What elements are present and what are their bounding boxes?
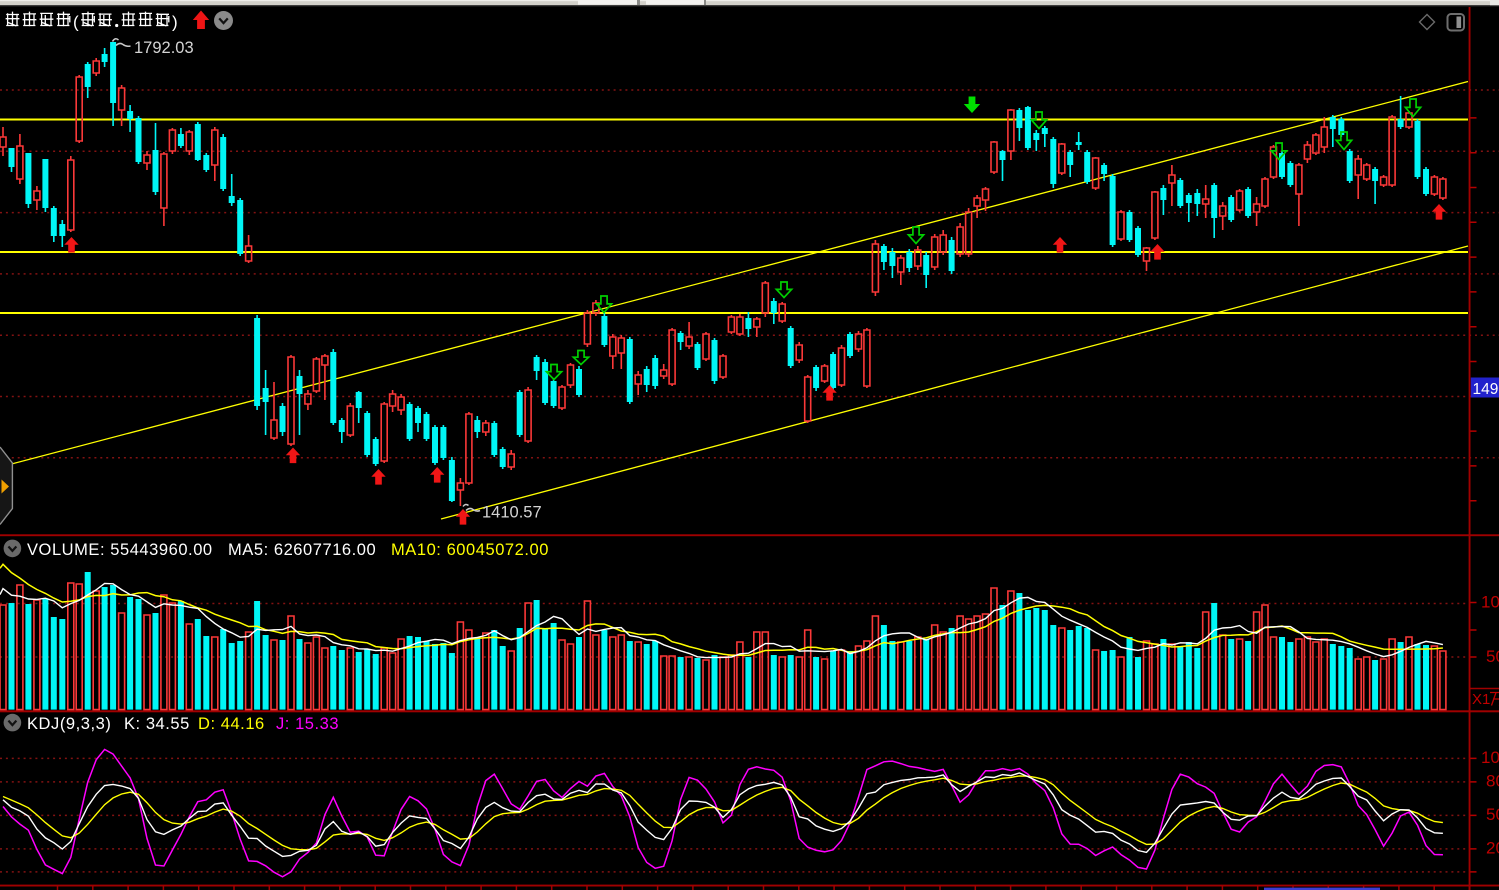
svg-text:D: 44.16: D: 44.16 <box>198 715 265 733</box>
svg-text:1490: 1490 <box>1473 381 1499 398</box>
svg-text:X1: X1 <box>1472 691 1490 708</box>
svg-text:50: 50 <box>1486 805 1499 824</box>
svg-text:K: 34.55: K: 34.55 <box>124 715 190 733</box>
svg-text:50: 50 <box>1486 647 1499 666</box>
svg-text:20: 20 <box>1486 839 1499 858</box>
svg-text:1792.03: 1792.03 <box>134 39 194 57</box>
svg-text:MA5: 62607716.00: MA5: 62607716.00 <box>228 541 376 559</box>
svg-text:MA10: 60045072.00: MA10: 60045072.00 <box>391 541 549 559</box>
svg-text:VOLUME: 55443960.00: VOLUME: 55443960.00 <box>27 541 213 559</box>
svg-text:100: 100 <box>1481 748 1499 767</box>
svg-text:KDJ(9,3,3): KDJ(9,3,3) <box>27 715 111 733</box>
svg-text:80: 80 <box>1486 772 1499 791</box>
svg-text:J: 15.33: J: 15.33 <box>276 715 339 733</box>
svg-text:): ) <box>172 13 178 32</box>
svg-text:(: ( <box>73 13 79 32</box>
svg-text:1410.57: 1410.57 <box>482 504 542 522</box>
svg-text:100: 100 <box>1481 593 1499 612</box>
